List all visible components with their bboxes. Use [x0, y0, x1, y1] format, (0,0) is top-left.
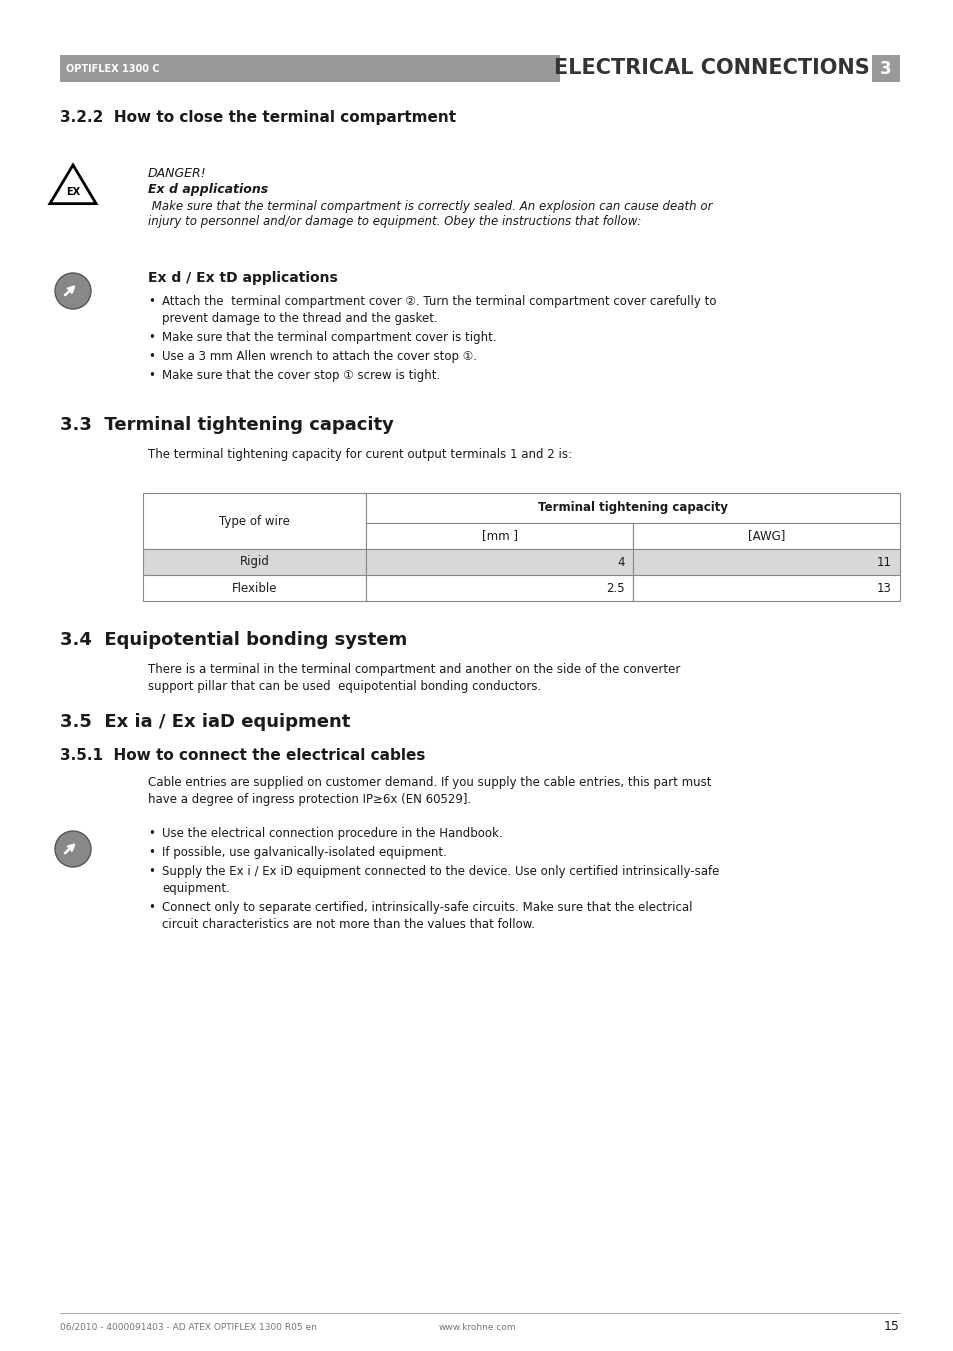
Text: ELECTRICAL CONNECTIONS: ELECTRICAL CONNECTIONS: [554, 58, 869, 78]
Text: Attach the  terminal compartment cover ②. Turn the terminal compartment cover ca: Attach the terminal compartment cover ②.…: [162, 295, 716, 308]
Text: 4: 4: [617, 555, 624, 569]
FancyBboxPatch shape: [633, 549, 899, 576]
Text: 3.3  Terminal tightening capacity: 3.3 Terminal tightening capacity: [60, 416, 394, 434]
Text: 13: 13: [876, 581, 891, 594]
Text: •: •: [148, 827, 154, 840]
Text: •: •: [148, 331, 154, 345]
FancyBboxPatch shape: [366, 576, 633, 601]
Text: [AWG]: [AWG]: [747, 530, 784, 543]
Text: Supply the Ex i / Ex iD equipment connected to the device. Use only certified in: Supply the Ex i / Ex iD equipment connec…: [162, 865, 719, 878]
Text: Use the electrical connection procedure in the Handbook.: Use the electrical connection procedure …: [162, 827, 502, 840]
Text: injury to personnel and/or damage to equipment. Obey the instructions that follo: injury to personnel and/or damage to equ…: [148, 215, 640, 228]
Text: circuit characteristics are not more than the values that follow.: circuit characteristics are not more tha…: [162, 917, 535, 931]
Text: 06/2010 - 4000091403 - AD ATEX OPTIFLEX 1300 R05 en: 06/2010 - 4000091403 - AD ATEX OPTIFLEX …: [60, 1323, 316, 1332]
Text: 3.5.1  How to connect the electrical cables: 3.5.1 How to connect the electrical cabl…: [60, 748, 425, 763]
Text: 2.5: 2.5: [606, 581, 624, 594]
Text: Ex d applications: Ex d applications: [148, 182, 268, 196]
Text: equipment.: equipment.: [162, 882, 230, 894]
Text: 3.4  Equipotential bonding system: 3.4 Equipotential bonding system: [60, 631, 407, 648]
Text: have a degree of ingress protection IP≥6x (EN 60529].: have a degree of ingress protection IP≥6…: [148, 793, 471, 807]
Text: Type of wire: Type of wire: [219, 515, 290, 527]
Text: [mm ]: [mm ]: [481, 530, 517, 543]
Text: Flexible: Flexible: [232, 581, 277, 594]
Text: Ex d / Ex tD applications: Ex d / Ex tD applications: [148, 272, 337, 285]
Text: If possible, use galvanically-isolated equipment.: If possible, use galvanically-isolated e…: [162, 846, 446, 859]
Text: The terminal tightening capacity for curent output terminals 1 and 2 is:: The terminal tightening capacity for cur…: [148, 449, 572, 461]
Text: Make sure that the terminal compartment is correctly sealed. An explosion can ca: Make sure that the terminal compartment …: [148, 200, 712, 213]
Text: Rigid: Rigid: [239, 555, 270, 569]
FancyBboxPatch shape: [633, 576, 899, 601]
Text: prevent damage to the thread and the gasket.: prevent damage to the thread and the gas…: [162, 312, 437, 326]
FancyBboxPatch shape: [143, 576, 366, 601]
FancyBboxPatch shape: [633, 523, 899, 549]
Text: 3.5  Ex ia / Ex iaD equipment: 3.5 Ex ia / Ex iaD equipment: [60, 713, 350, 731]
FancyBboxPatch shape: [60, 55, 559, 82]
Text: Use a 3 mm Allen wrench to attach the cover stop ①.: Use a 3 mm Allen wrench to attach the co…: [162, 350, 476, 363]
Text: Cable entries are supplied on customer demand. If you supply the cable entries, : Cable entries are supplied on customer d…: [148, 775, 711, 789]
Text: •: •: [148, 350, 154, 363]
FancyBboxPatch shape: [366, 549, 633, 576]
Text: •: •: [148, 846, 154, 859]
Text: •: •: [148, 369, 154, 382]
Text: www.krohne.com: www.krohne.com: [437, 1323, 516, 1332]
Text: support pillar that can be used  equipotential bonding conductors.: support pillar that can be used equipote…: [148, 680, 540, 693]
Polygon shape: [50, 165, 96, 204]
FancyBboxPatch shape: [871, 55, 899, 82]
Text: Connect only to separate certified, intrinsically-safe circuits. Make sure that : Connect only to separate certified, intr…: [162, 901, 692, 915]
FancyBboxPatch shape: [143, 493, 366, 549]
Text: 3: 3: [880, 59, 891, 77]
Text: Terminal tightening capacity: Terminal tightening capacity: [537, 501, 727, 515]
Text: •: •: [148, 295, 154, 308]
Circle shape: [55, 273, 91, 309]
Text: 3.2.2  How to close the terminal compartment: 3.2.2 How to close the terminal compartm…: [60, 109, 456, 126]
Text: OPTIFLEX 1300 C: OPTIFLEX 1300 C: [66, 63, 159, 73]
Text: EX: EX: [66, 188, 80, 197]
Text: •: •: [148, 865, 154, 878]
Text: DANGER!: DANGER!: [148, 168, 207, 180]
FancyBboxPatch shape: [366, 523, 633, 549]
Text: Make sure that the cover stop ① screw is tight.: Make sure that the cover stop ① screw is…: [162, 369, 439, 382]
Text: There is a terminal in the terminal compartment and another on the side of the c: There is a terminal in the terminal comp…: [148, 663, 679, 676]
Text: •: •: [148, 901, 154, 915]
FancyBboxPatch shape: [143, 549, 366, 576]
Text: 15: 15: [883, 1320, 899, 1333]
FancyBboxPatch shape: [366, 493, 899, 523]
Text: Make sure that the terminal compartment cover is tight.: Make sure that the terminal compartment …: [162, 331, 497, 345]
Circle shape: [55, 831, 91, 867]
Text: 11: 11: [876, 555, 891, 569]
